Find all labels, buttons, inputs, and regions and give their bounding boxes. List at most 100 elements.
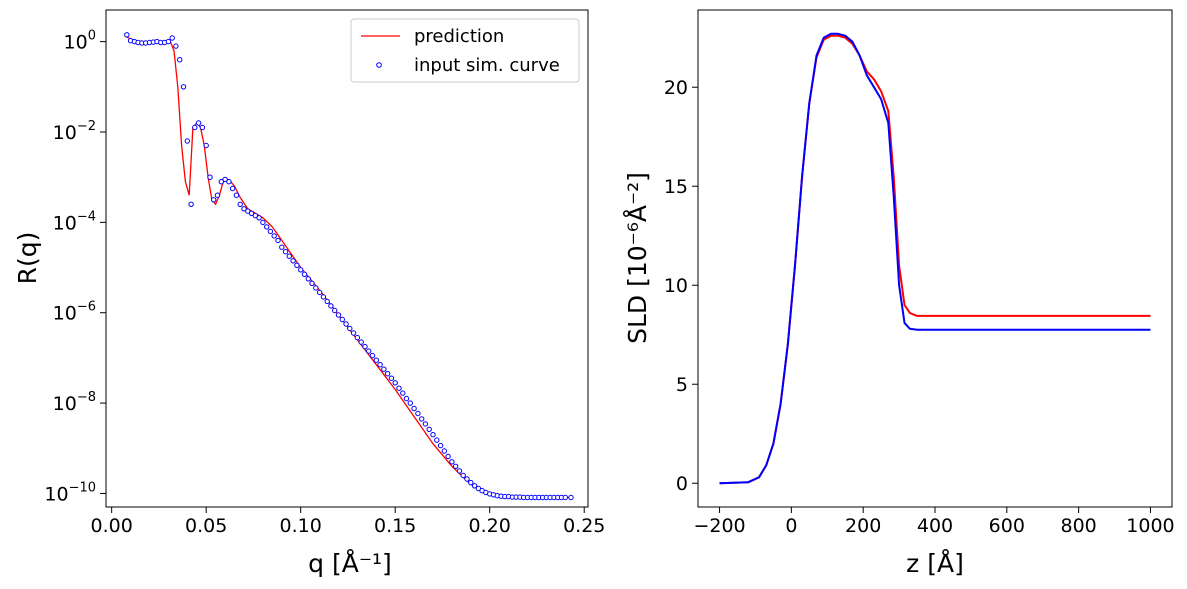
input-sim-point <box>233 192 240 198</box>
input-sim-point <box>426 426 432 432</box>
reflectivity-plot: 0.00 0.05 0.10 0.15 0.20 0.25 100 10−2 10−4 10−6… <box>13 9 605 578</box>
input-sim-point <box>456 468 463 474</box>
sld-red-line <box>719 34 1151 485</box>
input-sim-point <box>286 253 292 259</box>
input-sim-point <box>381 366 387 372</box>
input-sim-point <box>294 262 300 268</box>
input-sim-point <box>350 330 357 336</box>
right-y-ticks: 0 5 10 15 20 <box>664 77 698 495</box>
input-sim-point <box>260 219 266 226</box>
input-sim-point <box>415 410 421 417</box>
input-sim-point <box>339 316 345 323</box>
input-sim-point <box>267 228 274 235</box>
input-sim-point <box>388 375 395 381</box>
input-sim-point <box>377 362 383 368</box>
input-sim-point <box>411 405 417 412</box>
input-sim-point <box>324 298 330 305</box>
input-sim-point <box>169 35 175 41</box>
input-sim-point <box>403 395 410 402</box>
input-sim-point <box>173 43 179 49</box>
input-sim-point <box>430 432 436 438</box>
right-data-layer <box>719 32 1151 485</box>
left-y-tick-label: 100 <box>64 29 96 54</box>
right-x-ticks: −200 0 200 400 600 800 1000 <box>693 507 1175 537</box>
input-sim-point <box>332 307 338 314</box>
left-y-tick-label: 10−6 <box>53 300 96 325</box>
input-sim-point <box>195 120 202 126</box>
input-sim-point <box>264 224 270 230</box>
legend-prediction-label: prediction <box>414 26 504 47</box>
input-sim-point <box>392 380 398 386</box>
input-sim-point <box>203 142 209 149</box>
input-sim-point <box>369 352 376 359</box>
legend-input-label: input sim. curve <box>414 55 560 76</box>
input-sim-point <box>445 453 451 460</box>
input-sim-point <box>441 448 447 454</box>
input-sim-point <box>358 339 364 345</box>
input-sim-point <box>188 201 194 208</box>
input-sim-point <box>460 472 466 479</box>
input-sim-point <box>335 312 342 318</box>
left-y-tick-label: 10−4 <box>53 209 96 234</box>
input-sim-point <box>453 463 459 469</box>
input-sim-point <box>449 459 455 465</box>
right-x-tick-label: 400 <box>917 515 953 537</box>
input-sim-point <box>396 385 402 391</box>
input-sim-point <box>275 237 281 244</box>
input-sim-point <box>207 174 213 180</box>
input-sim-point <box>252 212 259 219</box>
input-sim-point <box>347 325 353 332</box>
input-sim-point <box>241 206 247 212</box>
input-sim-point <box>301 271 308 277</box>
left-y-ticks: 100 10−2 10−4 10−6 10−8 10−10 <box>44 29 106 505</box>
input-sim-point <box>222 176 228 183</box>
input-sim-point <box>226 179 232 185</box>
legend-box <box>350 18 580 83</box>
left-y-tick-label: 10−10 <box>44 480 96 505</box>
input-sim-point <box>373 357 379 363</box>
input-sim-point <box>214 192 221 198</box>
left-y-tick-label: 10−2 <box>53 119 96 144</box>
input-sim-point <box>366 348 372 354</box>
input-sim-point <box>199 124 206 131</box>
right-plot-frame <box>697 9 1173 508</box>
input-sim-point <box>400 390 406 396</box>
input-sim-point <box>180 84 187 90</box>
input-sim-point <box>328 303 334 309</box>
input-sim-point <box>343 321 349 327</box>
input-sim-point <box>229 185 236 192</box>
input-sim-point <box>124 32 130 38</box>
input-sim-point <box>562 494 568 501</box>
right-y-tick-label: 15 <box>664 176 688 198</box>
left-y-tick-label: 10−8 <box>53 390 96 415</box>
input-sim-point <box>165 38 172 45</box>
input-sim-point <box>434 437 440 443</box>
sld-blue-line <box>719 32 1151 485</box>
input-sim-point <box>354 334 361 341</box>
left-y-axis-label: R(q) <box>13 232 42 285</box>
input-sim-point <box>419 416 425 422</box>
input-sim-point <box>305 276 311 282</box>
right-y-tick-label: 10 <box>664 275 688 297</box>
input-sim-point <box>384 371 391 377</box>
input-sim-point <box>248 210 255 217</box>
left-x-tick-label: 0.20 <box>469 515 511 537</box>
right-y-tick-label: 20 <box>664 77 688 99</box>
right-x-axis-label: z [Å] <box>906 549 964 578</box>
input-sim-point <box>320 294 327 300</box>
legend: prediction input sim. curve <box>350 18 580 83</box>
left-x-tick-label: 0.00 <box>91 515 133 537</box>
input-sim-point <box>279 244 285 250</box>
right-x-tick-label: 0 <box>785 515 797 537</box>
right-x-tick-label: 200 <box>845 515 881 537</box>
right-y-tick-label: 0 <box>676 473 688 495</box>
input-sim-point <box>464 476 470 482</box>
input-sim-point <box>192 124 198 131</box>
left-x-tick-label: 0.15 <box>374 515 416 537</box>
input-sim-point <box>237 201 243 208</box>
input-sim-point <box>468 479 474 486</box>
input-sim-point <box>282 249 289 255</box>
input-sim-point <box>316 289 323 296</box>
input-sim-point <box>422 421 429 427</box>
